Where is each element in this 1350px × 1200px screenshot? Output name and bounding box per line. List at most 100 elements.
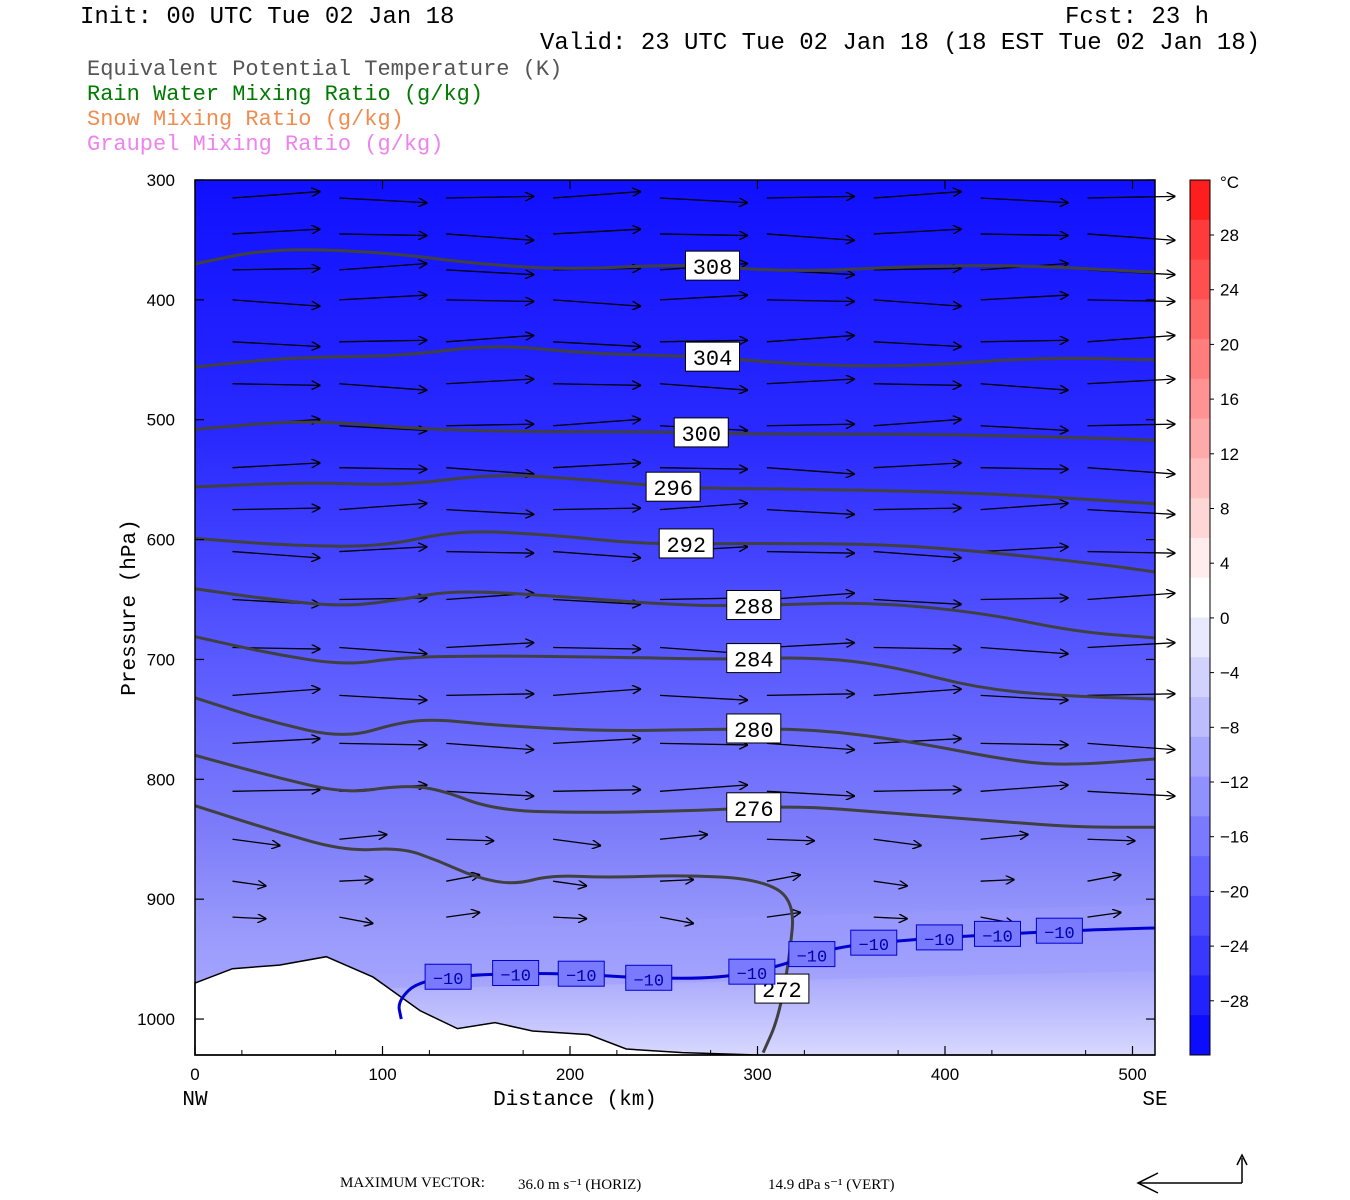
wind-vector	[553, 341, 641, 347]
wind-vector	[873, 384, 962, 386]
theta-e-contour-308	[194, 248, 1156, 274]
svg-text:308: 308	[693, 256, 733, 281]
svg-text:284: 284	[734, 649, 774, 674]
wind-vector	[659, 295, 748, 301]
wind-vector	[446, 233, 534, 240]
forecast-hour: Fcst: 23 h	[1065, 4, 1210, 31]
colorbar-swatch	[1190, 537, 1210, 579]
wind-vector	[873, 647, 962, 649]
theta-e-label-296: 296	[645, 471, 701, 502]
colorbar-label: −12	[1220, 773, 1249, 792]
max-vector-vert: 14.9 dPa s⁻¹ (VERT)	[768, 1177, 895, 1193]
wind-vector	[232, 508, 321, 510]
wind-vector	[553, 739, 641, 745]
wind-vector	[1087, 643, 1176, 649]
svg-text:−10: −10	[982, 928, 1013, 947]
wind-vector	[553, 917, 587, 919]
wind-vector	[339, 383, 427, 390]
legend-graupel: Graupel Mixing Ratio (g/kg)	[87, 132, 444, 157]
x-tick-label: 200	[556, 1065, 584, 1084]
colorbar-label: −8	[1220, 718, 1239, 737]
wind-vector	[553, 598, 641, 605]
colorbar-swatch	[1190, 498, 1210, 539]
wind-vector	[873, 838, 922, 845]
wind-vector	[873, 550, 962, 558]
colorbar-swatch	[1190, 617, 1210, 658]
svg-text:280: 280	[734, 719, 774, 744]
colorbar-label: 20	[1220, 335, 1239, 354]
wind-vector	[553, 463, 641, 469]
y-tick-label: 900	[147, 890, 175, 909]
wind-vector	[232, 341, 321, 347]
theta-e-label-288: 288	[726, 590, 782, 621]
wind-vector	[1087, 196, 1176, 198]
colorbar-label: −20	[1220, 882, 1249, 901]
colorbar-swatch	[1190, 259, 1210, 300]
theta-e-contour-288	[194, 587, 1156, 640]
colorbar-swatch	[1190, 657, 1210, 698]
wind-vector	[446, 196, 534, 198]
wind-vector	[553, 508, 641, 510]
nw-label: NW	[182, 1089, 208, 1112]
wind-vector	[980, 340, 1069, 342]
theta-e-contour-272	[194, 804, 795, 1054]
colorbar-swatch	[1190, 935, 1210, 976]
wind-vector	[232, 384, 321, 386]
plot-frame	[194, 179, 1156, 1056]
wind-vector	[980, 598, 1069, 600]
wind-vector	[339, 880, 373, 882]
wind-vector	[766, 643, 855, 649]
wind-vector	[553, 229, 641, 235]
wind-vector	[659, 694, 748, 700]
wind-vector	[339, 694, 427, 700]
wind-vector	[232, 917, 267, 919]
isotherm-label-0: −10	[424, 963, 472, 990]
colorbar-label: −24	[1220, 937, 1249, 956]
legend-theta-e: Equivalent Potential Temperature (K)	[87, 57, 563, 82]
wind-vector	[766, 196, 855, 198]
theta-e-contour-300	[194, 420, 1156, 442]
colorbar-label: 24	[1220, 281, 1239, 300]
wind-vector	[232, 838, 281, 845]
wind-vector	[446, 269, 534, 275]
wind-vector	[339, 340, 427, 342]
wind-vector	[873, 419, 962, 427]
x-tick-label: 300	[743, 1065, 771, 1084]
colorbar-swatch	[1190, 378, 1210, 420]
colorbar-swatch	[1190, 697, 1210, 738]
colorbar-label: 8	[1220, 500, 1229, 519]
y-tick-label: 300	[147, 171, 175, 190]
isotherm-label-6: −10	[850, 929, 898, 956]
wind-vector	[980, 234, 1069, 236]
wind-vector	[446, 694, 534, 696]
colorbar-swatch	[1190, 736, 1210, 778]
wind-vector	[873, 881, 908, 886]
wind-vector	[446, 643, 534, 649]
wind-vector	[980, 646, 1069, 653]
wind-vector	[553, 647, 641, 649]
wind-vector	[766, 912, 801, 917]
legend-snow: Snow Mixing Ratio (g/kg)	[87, 107, 404, 132]
wind-vector	[873, 192, 962, 199]
wind-vector	[873, 463, 962, 469]
wind-vector	[1087, 467, 1176, 474]
wind-vector	[1087, 593, 1176, 601]
colorbar-swatch	[1190, 895, 1210, 937]
wind-vector	[339, 503, 427, 511]
wind-vector	[1087, 875, 1122, 882]
wind-vector	[553, 790, 641, 792]
wind-vector	[980, 197, 1069, 203]
colorbar-swatch	[1190, 1015, 1210, 1056]
wind-vector	[232, 550, 321, 558]
wind-vector	[659, 340, 748, 342]
theta-e-label-276: 276	[726, 792, 782, 823]
theta-e-contour-296	[194, 474, 1156, 506]
colorbar-label: 0	[1220, 609, 1229, 628]
wind-vector	[446, 508, 534, 515]
colorbar-label: 28	[1220, 226, 1239, 245]
wind-vector	[980, 383, 1069, 390]
wind-vector	[1087, 694, 1176, 696]
wind-vector	[446, 790, 534, 796]
colorbar-label: 12	[1220, 445, 1239, 464]
wind-vector	[1087, 552, 1176, 554]
